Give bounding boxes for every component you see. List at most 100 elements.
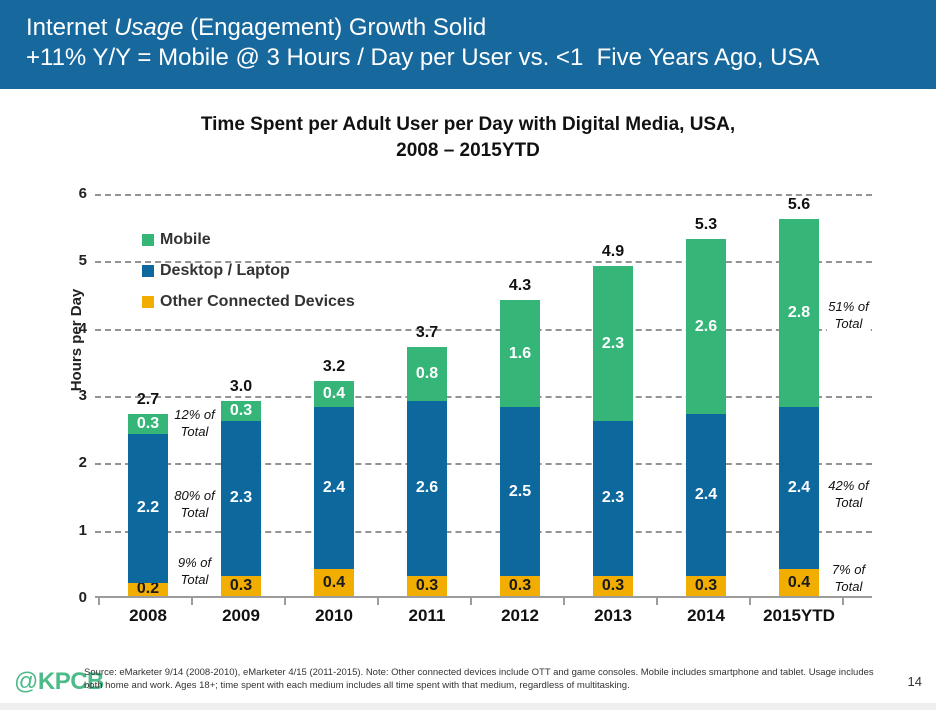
bar-total-label: 2.7 bbox=[136, 391, 160, 409]
bar-segment-value: 0.4 bbox=[322, 385, 346, 402]
x-axis-category-label: 2012 bbox=[501, 606, 539, 625]
x-axis-tick-mark bbox=[749, 598, 751, 605]
bar-segment: 2.5 bbox=[500, 407, 540, 576]
y-axis-tick-label: 5 bbox=[78, 252, 87, 270]
bar-segment-value: 2.6 bbox=[415, 479, 439, 497]
bar-total-label: 5.3 bbox=[694, 216, 718, 234]
header-title-italic: Usage bbox=[114, 14, 184, 41]
bottom-strip bbox=[0, 703, 936, 710]
bar-segment-value: 2.4 bbox=[322, 479, 346, 497]
legend-swatch bbox=[142, 264, 154, 277]
x-axis-category-label: 2010 bbox=[315, 606, 353, 625]
percent-of-total-annotation: 12% of Total bbox=[172, 405, 217, 440]
header-subtitle: +11% Y/Y = Mobile @ 3 Hours / Day per Us… bbox=[26, 44, 820, 71]
footer: @KPCB Source: eMarketer 9/14 (2008-2010)… bbox=[0, 654, 936, 710]
legend-item: Mobile bbox=[142, 224, 355, 255]
x-axis-category-label: 2011 bbox=[408, 606, 446, 625]
bar-segment-value: 2.6 bbox=[694, 317, 718, 335]
legend-item: Other Connected Devices bbox=[142, 286, 355, 317]
legend-label: Mobile bbox=[160, 230, 211, 248]
kpcb-logo-name: KPCB bbox=[37, 668, 105, 695]
y-axis-tick-label: 4 bbox=[78, 319, 87, 337]
gridline bbox=[95, 261, 872, 264]
bar-segment: 1.6 bbox=[500, 299, 540, 408]
bar-segment: 2.4 bbox=[686, 414, 726, 576]
bar-segment-value: 0.4 bbox=[787, 573, 811, 591]
source-note: Source: eMarketer 9/14 (2008-2010), eMar… bbox=[84, 667, 874, 691]
y-axis-tick-label: 6 bbox=[78, 185, 87, 202]
bar-segment: 2.3 bbox=[221, 420, 261, 576]
bar-segment: 0.3 bbox=[500, 575, 540, 596]
x-axis-tick-mark bbox=[656, 598, 658, 605]
percent-of-total-annotation: 9% of Total bbox=[175, 554, 214, 589]
legend-swatch bbox=[142, 233, 154, 246]
chart-title: Time Spent per Adult User per Day with D… bbox=[0, 112, 936, 164]
bar-total-label: 4.9 bbox=[601, 243, 625, 261]
chart-title-line2: 2008 – 2015YTD bbox=[396, 140, 540, 161]
bar-segment: 0.3 bbox=[593, 575, 633, 596]
bar-segment-value: 1.6 bbox=[508, 344, 532, 362]
bar-segment-value: 2.8 bbox=[787, 304, 811, 322]
bar-segment-value: 2.5 bbox=[508, 482, 532, 500]
percent-of-total-annotation: 7% of Total bbox=[829, 560, 868, 595]
percent-of-total-annotation: 42% of Total bbox=[826, 476, 871, 511]
bar-segment-value: 2.3 bbox=[601, 489, 625, 507]
bar-total-label: 3.0 bbox=[229, 377, 253, 395]
y-axis-tick-label: 0 bbox=[78, 589, 87, 606]
x-axis-tick-mark bbox=[284, 598, 286, 605]
bar-segment-value: 0.2 bbox=[136, 580, 160, 598]
bar-segment: 0.8 bbox=[407, 346, 447, 401]
x-axis-tick-mark bbox=[842, 598, 844, 605]
bar-segment: 0.2 bbox=[128, 580, 168, 598]
bar-segment: 2.2 bbox=[128, 434, 168, 583]
bar-segment-value: 0.3 bbox=[229, 576, 253, 594]
x-axis-tick-mark bbox=[377, 598, 379, 605]
gridline bbox=[95, 396, 872, 398]
bar-segment: 0.4 bbox=[314, 569, 354, 596]
bar-segment: 2.3 bbox=[593, 420, 633, 576]
header-title: Internet Usage (Engagement) Growth Solid bbox=[26, 13, 936, 43]
header-banner: Internet Usage (Engagement) Growth Solid… bbox=[0, 0, 936, 89]
bar-segment: 2.8 bbox=[779, 218, 819, 408]
legend-label: Desktop / Laptop bbox=[160, 261, 290, 279]
bar-segment: 2.4 bbox=[779, 407, 819, 570]
page-number: 14 bbox=[907, 674, 922, 689]
bar-segment-value: 0.3 bbox=[415, 576, 439, 594]
bar-segment: 0.3 bbox=[407, 575, 447, 596]
y-axis-tick-label: 2 bbox=[78, 454, 87, 472]
kpcb-logo: @KPCB bbox=[14, 668, 104, 696]
legend-swatch bbox=[142, 295, 154, 308]
bar-segment-value: 2.2 bbox=[136, 499, 160, 517]
bar-segment: 0.3 bbox=[128, 414, 168, 435]
bar-segment: 0.3 bbox=[686, 575, 726, 596]
y-axis-tick-label: 3 bbox=[78, 387, 87, 404]
x-axis-category-label: 2013 bbox=[594, 606, 632, 625]
bar-segment-value: 2.4 bbox=[694, 486, 718, 504]
bar-segment: 0.4 bbox=[314, 380, 354, 408]
bar-total-label: 5.6 bbox=[787, 195, 811, 213]
bar-segment-value: 2.3 bbox=[229, 489, 253, 507]
percent-of-total-annotation: 51% of Total bbox=[826, 298, 871, 333]
gridline bbox=[95, 328, 872, 331]
x-axis-category-label: 2015YTD bbox=[763, 606, 835, 625]
x-axis-tick-mark bbox=[191, 598, 193, 605]
x-axis-tick-mark bbox=[563, 598, 565, 605]
bar-segment-value: 2.3 bbox=[601, 334, 625, 352]
bar-segment-value: 0.3 bbox=[508, 576, 532, 594]
bar-segment: 2.4 bbox=[314, 407, 354, 570]
x-axis-category-label: 2009 bbox=[222, 606, 260, 625]
legend-label: Other Connected Devices bbox=[160, 292, 355, 310]
bar-segment-value: 2.4 bbox=[787, 479, 811, 497]
legend-item: Desktop / Laptop bbox=[142, 255, 355, 286]
bar-segment-value: 0.3 bbox=[601, 576, 625, 594]
bar-segment: 0.4 bbox=[779, 569, 819, 596]
chart-legend: Mobile Desktop / Laptop Other Connected De… bbox=[140, 222, 361, 319]
gridline bbox=[95, 194, 872, 196]
gridline bbox=[95, 463, 872, 466]
bar-segment-value: 0.3 bbox=[229, 401, 253, 419]
bar-segment: 2.3 bbox=[593, 266, 633, 421]
bar-segment: 2.6 bbox=[686, 239, 726, 415]
bar-total-label: 4.3 bbox=[508, 276, 532, 294]
bar-segment-value: 0.4 bbox=[322, 573, 346, 591]
